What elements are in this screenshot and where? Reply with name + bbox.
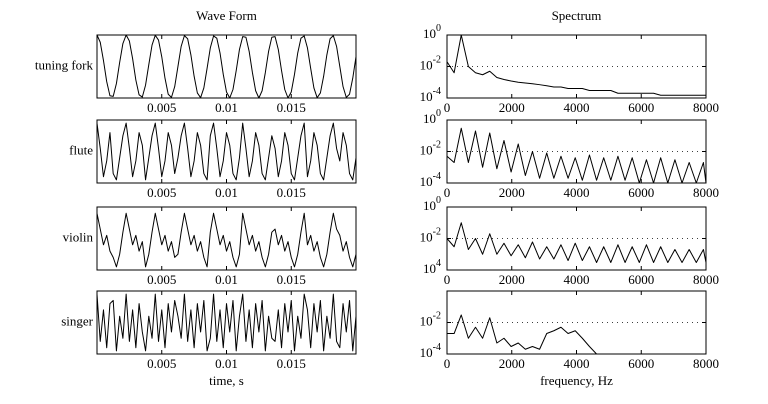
- plot-frame: [96, 206, 357, 271]
- x-tick-label: 4000: [564, 356, 590, 371]
- x-axis-label: time, s: [209, 373, 244, 388]
- x-tick-label: 2000: [499, 356, 525, 371]
- plot-frame: [96, 34, 357, 99]
- signal-line: [96, 122, 357, 181]
- x-tick-label: 0.01: [215, 100, 238, 115]
- y-tick-label: 10-2: [420, 55, 441, 73]
- y-tick-label: 100: [423, 23, 441, 41]
- y-axis-label: violin: [63, 229, 94, 244]
- x-tick-label: 8000: [693, 272, 719, 287]
- x-axis-label: frequency, Hz: [540, 373, 613, 388]
- panel-title: Spectrum: [552, 8, 602, 23]
- x-tick-label: 2000: [499, 100, 525, 115]
- x-tick-label: 4000: [564, 272, 590, 287]
- x-tick-label: 6000: [628, 272, 654, 287]
- y-tick-label: 100: [423, 108, 441, 126]
- x-tick-label: 0: [444, 356, 451, 371]
- y-axis-label: flute: [69, 142, 93, 157]
- y-tick-label: 10-4: [420, 171, 441, 189]
- x-tick-label: 2000: [499, 272, 525, 287]
- x-tick-label: 0.01: [215, 272, 238, 287]
- x-tick-label: 4000: [564, 100, 590, 115]
- x-tick-label: 2000: [499, 185, 525, 200]
- x-tick-label: 0: [444, 185, 451, 200]
- x-tick-label: 6000: [628, 185, 654, 200]
- x-tick-label: 8000: [693, 356, 719, 371]
- signal-line: [96, 212, 357, 268]
- x-tick-label: 6000: [628, 100, 654, 115]
- x-tick-label: 0.015: [277, 272, 306, 287]
- signal-line: [446, 222, 707, 263]
- signal-line: [96, 293, 357, 352]
- x-tick-label: 4000: [564, 185, 590, 200]
- x-tick-label: 0.01: [215, 356, 238, 371]
- x-tick-label: 0: [444, 272, 451, 287]
- x-tick-label: 8000: [693, 185, 719, 200]
- y-tick-label: 10-2: [420, 140, 441, 158]
- x-tick-label: 0.015: [277, 100, 306, 115]
- y-axis-label: tuning fork: [35, 57, 94, 72]
- y-tick-label: 10-4: [420, 342, 441, 360]
- signal-line: [447, 314, 597, 355]
- x-tick-label: 0.015: [277, 356, 306, 371]
- y-tick-label: 100: [423, 195, 441, 213]
- signal-line: [446, 34, 706, 96]
- plot-frame: [96, 119, 357, 184]
- signal-line: [446, 127, 707, 184]
- x-tick-label: 0.01: [215, 185, 238, 200]
- x-tick-label: 0.005: [147, 185, 176, 200]
- signal-line: [96, 34, 357, 99]
- y-tick-label: 104: [423, 258, 441, 276]
- y-tick-label: 10-4: [420, 86, 441, 104]
- panel-title: Wave Form: [196, 8, 257, 23]
- y-tick-label: 10-2: [420, 227, 441, 245]
- x-tick-label: 0.015: [277, 185, 306, 200]
- x-tick-label: 0.005: [147, 100, 176, 115]
- y-axis-label: singer: [61, 313, 93, 328]
- x-tick-label: 0: [444, 100, 451, 115]
- x-tick-label: 8000: [693, 100, 719, 115]
- x-tick-label: 0.005: [147, 272, 176, 287]
- y-tick-label: 10-2: [420, 311, 441, 329]
- x-tick-label: 0.005: [147, 356, 176, 371]
- x-tick-label: 6000: [628, 356, 654, 371]
